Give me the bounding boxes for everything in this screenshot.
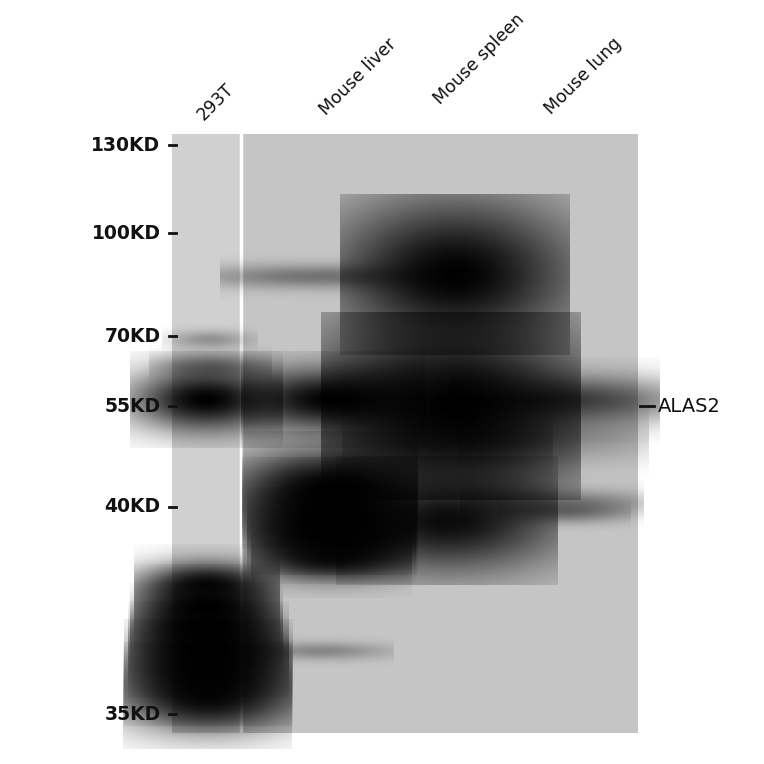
Text: ALAS2: ALAS2 <box>658 397 720 416</box>
Text: 130KD: 130KD <box>92 136 160 154</box>
Text: 70KD: 70KD <box>105 327 160 345</box>
Bar <box>172 134 241 733</box>
Text: Mouse lung: Mouse lung <box>541 34 625 118</box>
Text: 35KD: 35KD <box>104 705 160 724</box>
Text: 40KD: 40KD <box>105 497 160 516</box>
Text: 293T: 293T <box>193 80 238 124</box>
Text: 100KD: 100KD <box>92 224 160 242</box>
Bar <box>241 134 638 733</box>
Text: Mouse spleen: Mouse spleen <box>430 11 528 108</box>
Text: 55KD: 55KD <box>105 397 160 416</box>
Text: Mouse liver: Mouse liver <box>316 34 400 118</box>
